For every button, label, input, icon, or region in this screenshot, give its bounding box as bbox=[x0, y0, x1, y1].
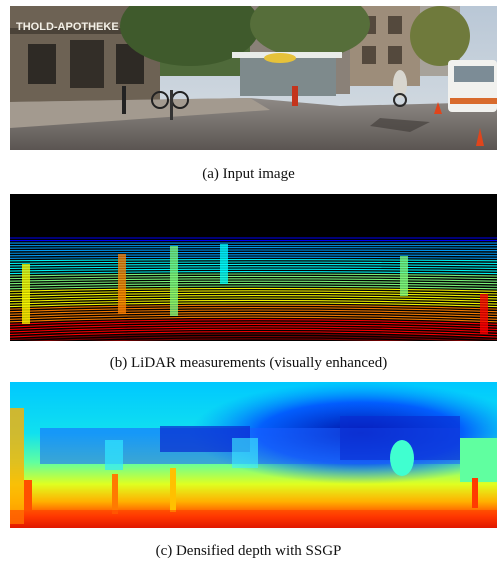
object-streak bbox=[22, 264, 30, 324]
scan-line bbox=[10, 292, 497, 297]
object-streak bbox=[400, 256, 408, 296]
caption-b: (b) LiDAR measurements (visually enhance… bbox=[109, 355, 388, 371]
scan-line bbox=[10, 271, 497, 275]
scan-line bbox=[22, 335, 485, 341]
input-image: THOLD-APOTHEKE bbox=[10, 6, 497, 150]
lidar-canvas bbox=[10, 194, 497, 341]
scan-line bbox=[10, 280, 497, 285]
object-streak bbox=[118, 254, 126, 314]
scan-line bbox=[10, 290, 497, 295]
lidar-measurements bbox=[10, 194, 497, 341]
scan-line bbox=[10, 254, 497, 257]
scan-line bbox=[10, 309, 497, 315]
scan-line bbox=[10, 261, 497, 264]
scan-line bbox=[10, 266, 497, 270]
scan-line bbox=[10, 295, 497, 300]
scan-line bbox=[10, 285, 497, 290]
scan-line bbox=[10, 268, 497, 272]
scan-line bbox=[10, 259, 497, 262]
scan-line bbox=[10, 297, 497, 303]
scan-line bbox=[10, 321, 497, 328]
scan-line bbox=[10, 326, 497, 333]
scan-line bbox=[10, 328, 497, 336]
object-streak bbox=[170, 246, 178, 316]
scan-line bbox=[10, 283, 497, 287]
scan-line bbox=[10, 263, 497, 267]
scan-line bbox=[10, 299, 497, 305]
scan-line bbox=[10, 278, 497, 282]
scan-line bbox=[10, 304, 497, 310]
scan-line bbox=[10, 275, 497, 280]
scan-line bbox=[10, 249, 497, 252]
scan-line bbox=[10, 333, 497, 341]
scan-line bbox=[10, 256, 497, 259]
caption-a: (a) Input image bbox=[202, 166, 295, 182]
scan-line bbox=[10, 251, 497, 254]
shop-sign: THOLD-APOTHEKE bbox=[16, 21, 119, 33]
scan-line bbox=[10, 316, 497, 323]
caption-c: (c) Densified depth with SSGP bbox=[155, 543, 342, 559]
scan-line bbox=[10, 287, 497, 292]
scan-line bbox=[10, 273, 497, 277]
densified-depth bbox=[10, 382, 497, 528]
scan-line bbox=[10, 314, 497, 320]
scan-line bbox=[87, 338, 420, 341]
object-streak bbox=[220, 244, 228, 284]
scan-line bbox=[10, 331, 497, 338]
scan-line bbox=[10, 307, 497, 313]
scan-line bbox=[10, 311, 497, 318]
scan-line bbox=[10, 247, 497, 249]
scan-line bbox=[10, 319, 497, 325]
scan-line bbox=[10, 323, 497, 330]
scan-line bbox=[10, 302, 497, 308]
object-streak bbox=[480, 294, 488, 334]
